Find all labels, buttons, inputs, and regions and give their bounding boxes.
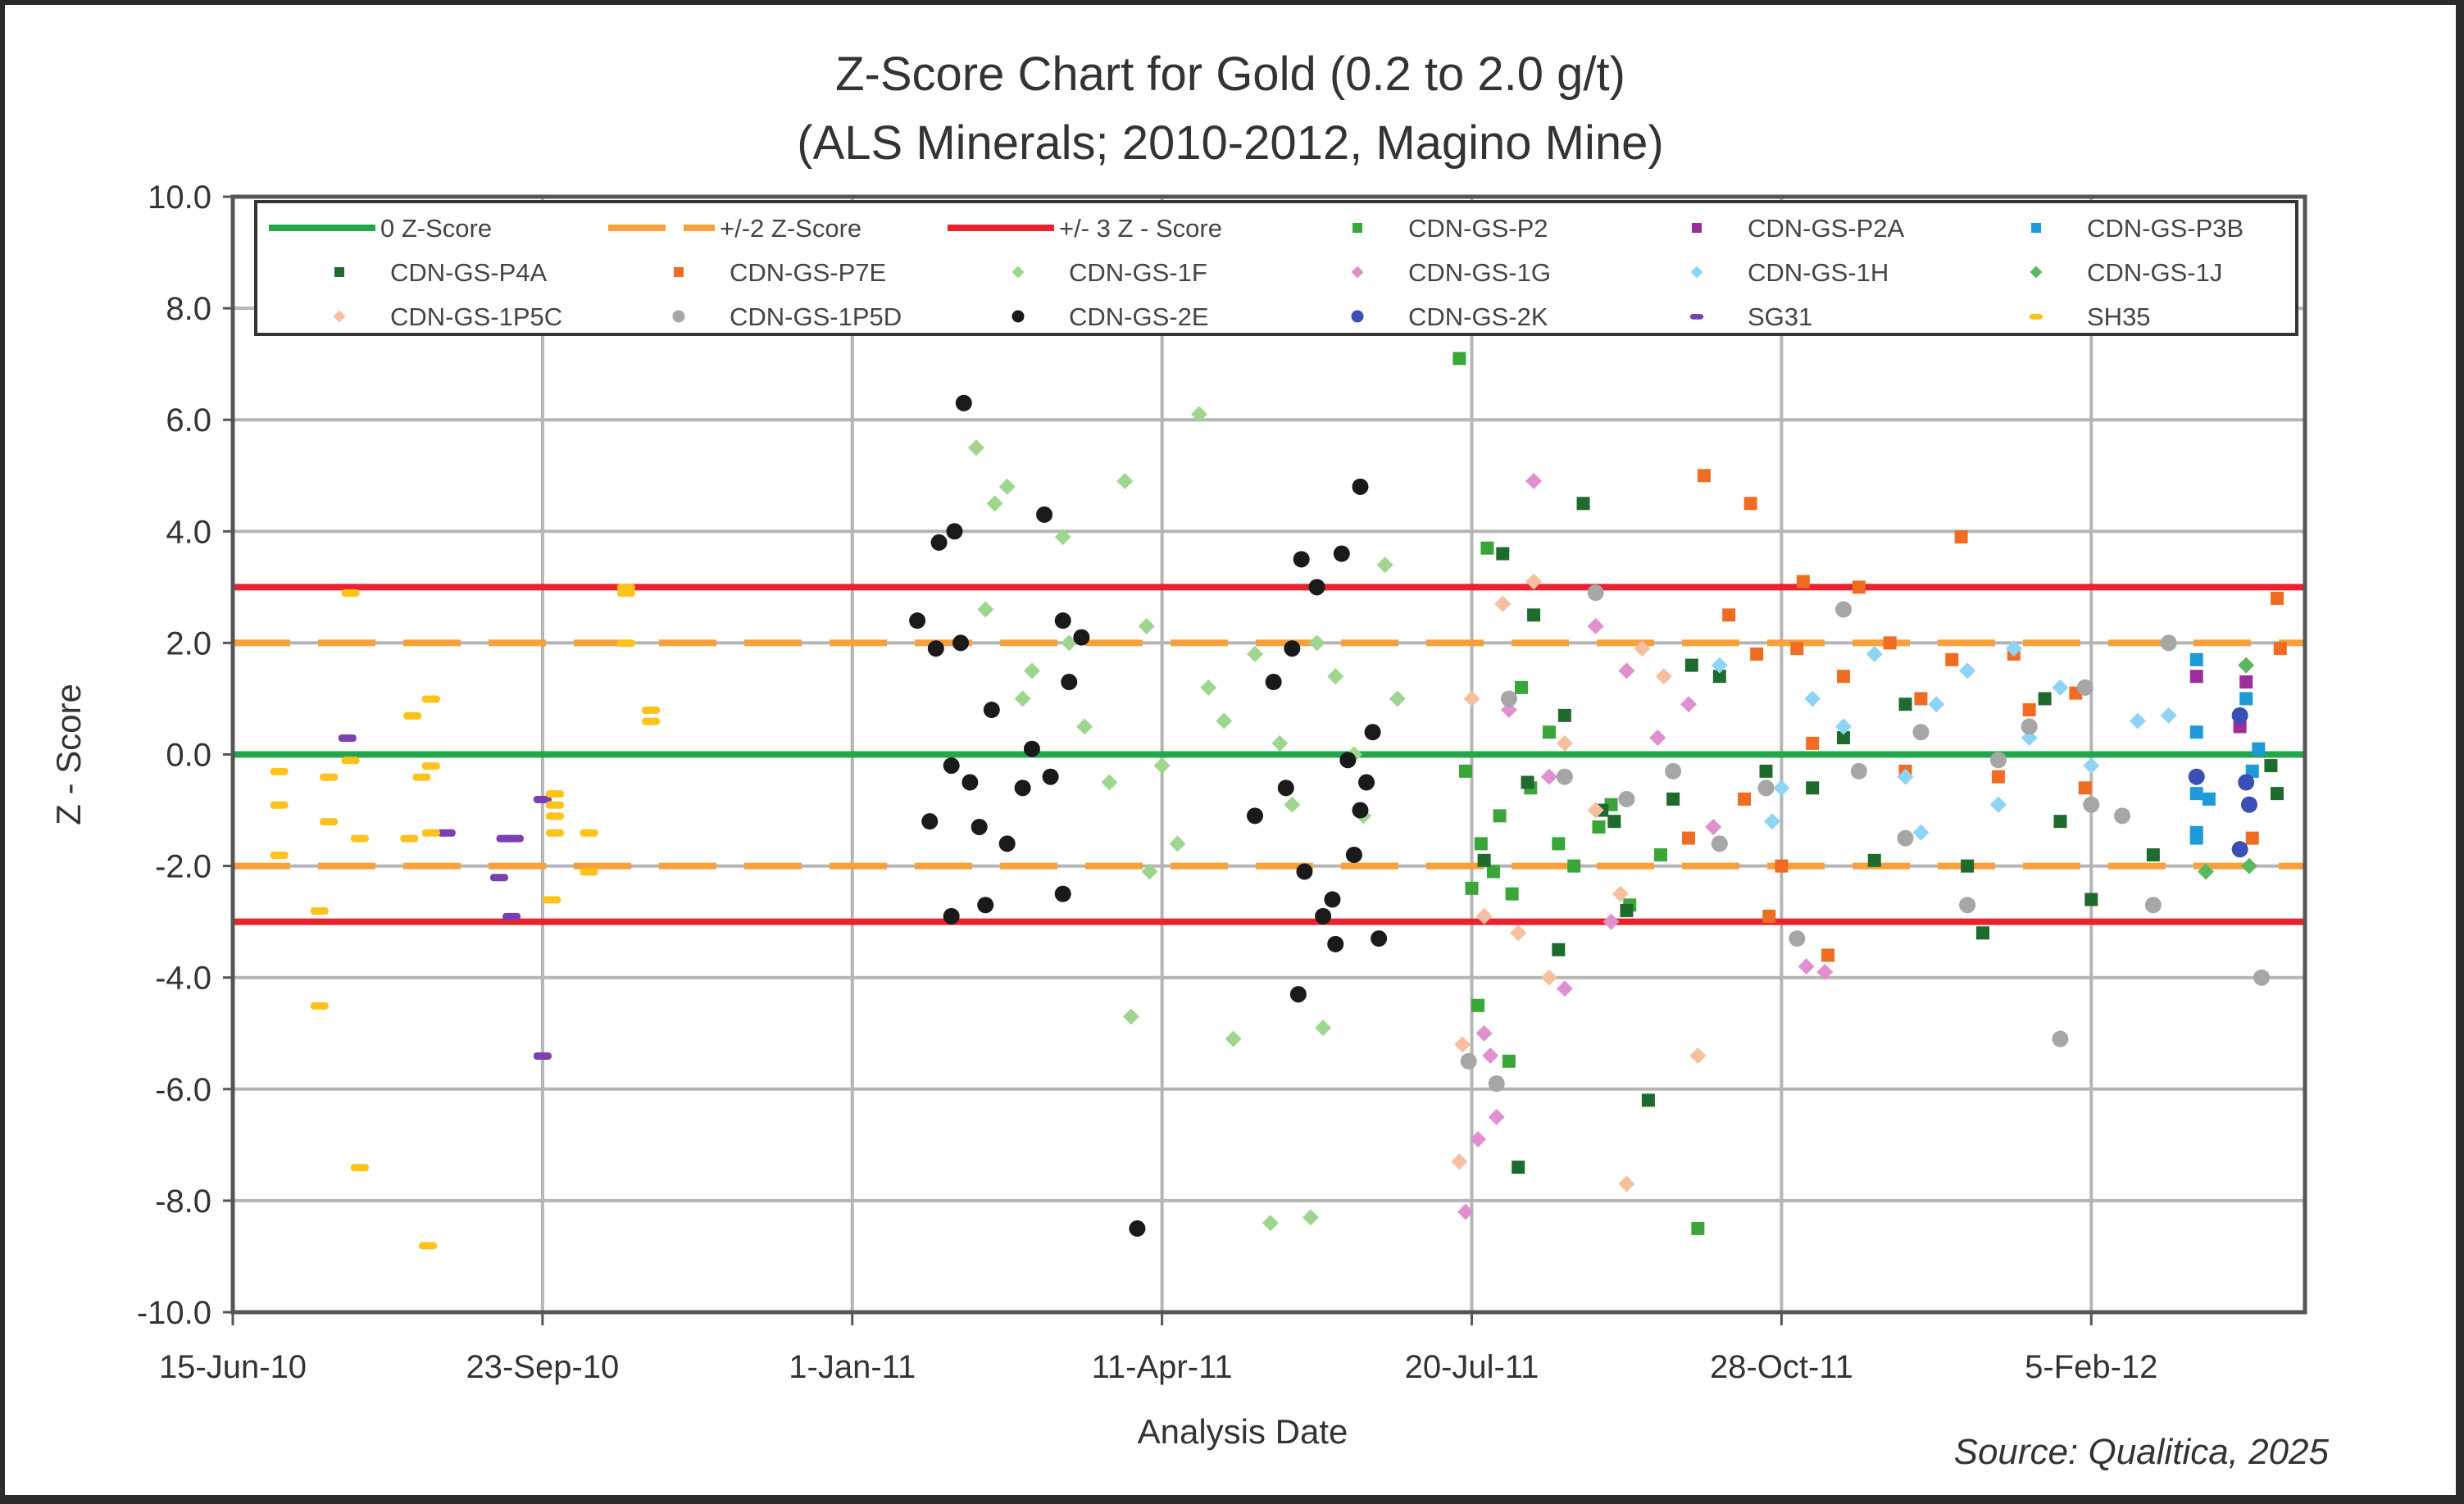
series-cdn-gs-1f <box>967 406 1406 1232</box>
chart-subtitle: (ALS Minerals; 2010-2012, Magino Mine) <box>797 116 1663 170</box>
legend-item: CDN-GS-P2 <box>1352 214 1548 243</box>
legend-label: CDN-GS-1F <box>1069 258 1207 287</box>
source-note: Source: Qualitica, 2025 <box>1954 1432 2330 1472</box>
x-axis-label: Analysis Date <box>1138 1412 1348 1451</box>
series-cdn-gs-1p5c <box>1451 573 1707 1193</box>
y-tick-label: -8.0 <box>155 1184 211 1220</box>
series-cdn-gs-1g <box>1457 473 1834 1220</box>
legend-item: CDN-GS-P2A <box>1692 214 1905 243</box>
series-sg31 <box>338 734 552 1060</box>
series-cdn-gs-p7e <box>1682 469 2287 962</box>
legend-item: CDN-GS-P7E <box>674 258 886 287</box>
legend-item: SG31 <box>1689 302 1812 331</box>
legend-item: CDN-GS-P3B <box>2031 214 2244 243</box>
legend-item: CDN-GS-2E <box>1012 302 1209 331</box>
legend-item: CDN-GS-1G <box>1351 258 1551 287</box>
legend-label: CDN-GS-1H <box>1748 258 1889 287</box>
legend-label: CDN-GS-P4A <box>390 258 548 287</box>
reference-lines <box>233 584 2305 925</box>
series-cdn-gs-2k <box>2188 707 2257 858</box>
legend-label: 0 Z-Score <box>380 214 492 243</box>
legend-label: CDN-GS-1J <box>2087 258 2222 287</box>
y-tick-label: 2.0 <box>166 625 211 661</box>
chart-frame: Z-Score Chart for Gold (0.2 to 2.0 g/t) … <box>5 5 2456 1495</box>
legend-item: +/-2 Z-Score <box>608 214 861 243</box>
y-tick-label: 4.0 <box>166 514 211 550</box>
y-tick-label: -6.0 <box>155 1072 211 1108</box>
legend-label: CDN-GS-P3B <box>2087 214 2244 243</box>
series-cdn-gs-p2a <box>2189 670 2253 734</box>
series-cdn-gs-1j <box>2198 657 2257 880</box>
y-tick-label: -2.0 <box>155 849 211 885</box>
legend-label: CDN-GS-P2 <box>1408 214 1548 243</box>
legend-item: CDN-GS-1P5C <box>333 302 562 331</box>
series-cdn-gs-2e <box>909 394 1388 1237</box>
legend-item: +/- 3 Z - Score <box>948 214 1222 243</box>
x-tick-label: 11-Apr-11 <box>1092 1349 1233 1385</box>
legend-label: +/-2 Z-Score <box>720 214 861 243</box>
legend-item: CDN-GS-P4A <box>334 258 548 287</box>
x-tick-label: 23-Sep-10 <box>466 1349 619 1385</box>
y-axis-ticks: 10.0 8.0 6.0 4.0 2.0 0.0 -2.0 -4.0 -6.0 -8.0 -10.0 <box>137 179 233 1331</box>
x-tick-label: 5-Feb-12 <box>2025 1349 2157 1385</box>
legend-item: CDN-GS-1P5D <box>672 302 902 331</box>
x-axis-ticks: 15-Jun-10 23-Sep-10 1-Jan-11 11-Apr-11 20-Ju… <box>159 1312 2157 1385</box>
legend-label: +/- 3 Z - Score <box>1059 214 1222 243</box>
legend-label: CDN-GS-P7E <box>730 258 886 287</box>
legend-item: 0 Z-Score <box>269 214 492 243</box>
series-cdn-gs-p4a <box>1477 497 2284 1175</box>
series-sh35 <box>270 584 661 1250</box>
legend-item: CDN-GS-1F <box>1012 258 1207 287</box>
x-tick-label: 1-Jan-11 <box>789 1349 916 1385</box>
y-tick-label: -10.0 <box>137 1295 211 1331</box>
series-cdn-gs-1p5d <box>1460 584 2271 1092</box>
legend-box <box>254 200 2298 336</box>
legend-label: CDN-GS-1P5C <box>390 302 562 331</box>
legend-item: SH35 <box>2029 302 2151 331</box>
legend-label: CDN-GS-2K <box>1408 302 1548 331</box>
legend-item: CDN-GS-1H <box>1690 258 1889 287</box>
chart-title: Z-Score Chart for Gold (0.2 to 2.0 g/t) <box>835 48 1625 101</box>
legend-label: SH35 <box>2087 302 2151 331</box>
y-tick-label: 10.0 <box>148 179 211 216</box>
y-tick-label: 6.0 <box>166 402 211 438</box>
zscore-scatter-chart: Z-Score Chart for Gold (0.2 to 2.0 g/t) … <box>49 48 2330 1472</box>
legend-label: CDN-GS-2E <box>1069 302 1209 331</box>
y-axis-label: Z - Score <box>49 684 88 825</box>
x-tick-label: 15-Jun-10 <box>159 1349 307 1385</box>
legend-label: SG31 <box>1748 302 1812 331</box>
legend-label: CDN-GS-1G <box>1408 258 1551 287</box>
legend-label: CDN-GS-P2A <box>1748 214 1905 243</box>
y-tick-label: 8.0 <box>166 291 211 327</box>
y-tick-label: -4.0 <box>155 961 211 997</box>
x-tick-label: 20-Jul-11 <box>1405 1349 1539 1385</box>
legend: 0 Z-Score +/-2 Z-Score +/- 3 Z - Score CDN-… <box>254 200 2298 336</box>
series-cdn-gs-p3b <box>2189 652 2266 845</box>
legend-label: CDN-GS-1P5D <box>730 302 902 331</box>
data-points <box>270 352 2287 1250</box>
legend-item: CDN-GS-1J <box>2030 258 2222 287</box>
legend-item: CDN-GS-2K <box>1351 302 1548 331</box>
y-tick-label: 0.0 <box>166 738 211 774</box>
x-tick-label: 28-Oct-11 <box>1710 1349 1853 1385</box>
